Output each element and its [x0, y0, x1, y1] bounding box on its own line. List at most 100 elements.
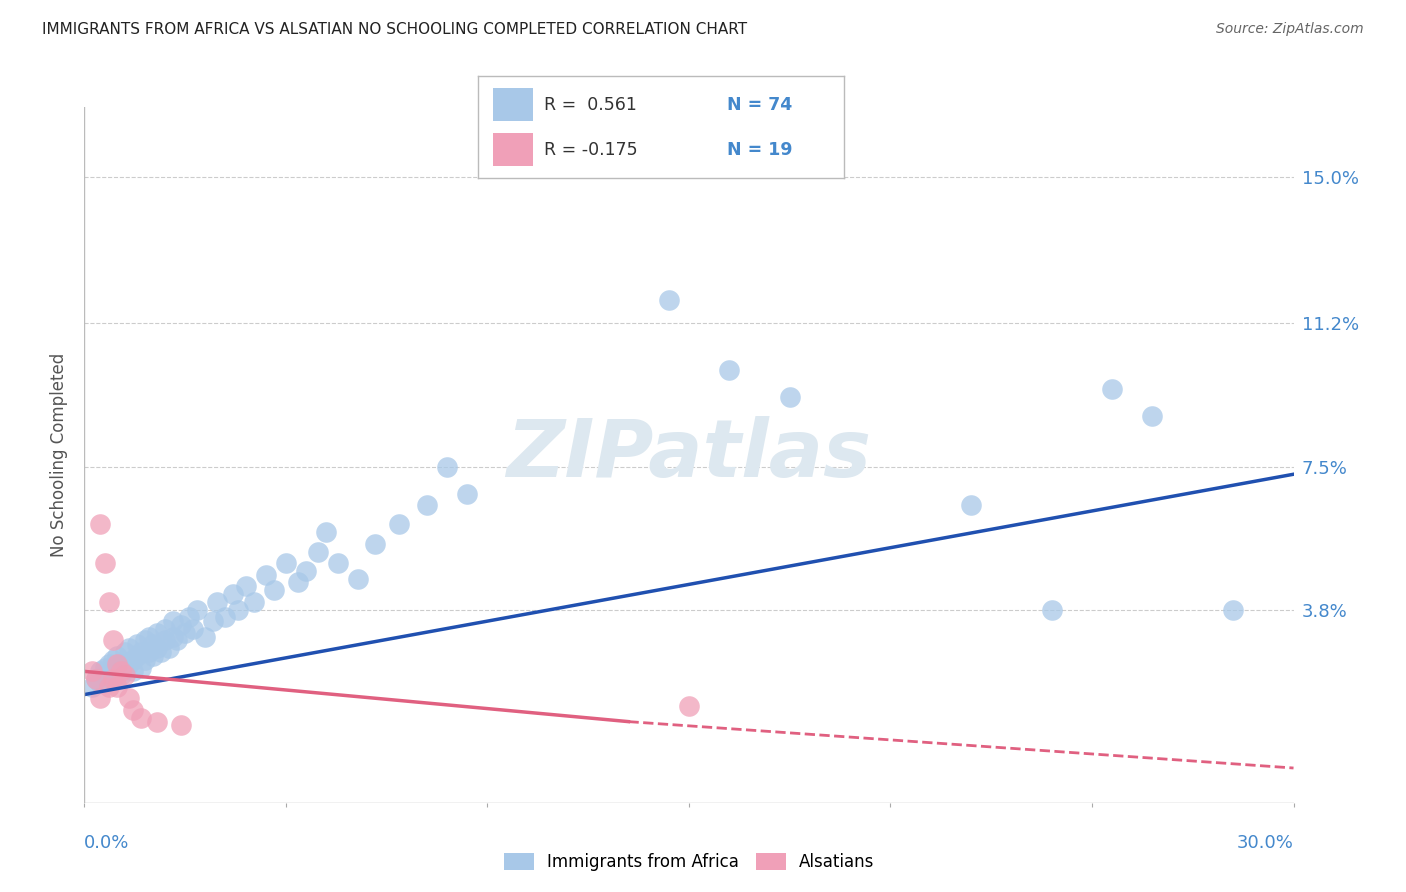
Point: [110, 668, 132, 682]
Text: IMMIGRANTS FROM AFRICA VS ALSATIAN NO SCHOOLING COMPLETED CORRELATION CHART: IMMIGRANTS FROM AFRICA VS ALSATIAN NO SC…: [42, 22, 748, 37]
Point: [170, 618, 193, 632]
Point: [114, 668, 136, 682]
Y-axis label: No Schooling Completed: No Schooling Completed: [51, 353, 69, 557]
Point: [254, 567, 277, 582]
Point: [146, 641, 169, 656]
Point: [105, 660, 128, 674]
Point: [1142, 409, 1164, 424]
Point: [142, 648, 165, 663]
Point: [114, 645, 136, 659]
Point: [89, 665, 111, 679]
Point: [89, 691, 111, 706]
Point: [235, 579, 257, 593]
Point: [162, 630, 184, 644]
Point: [86, 672, 108, 686]
Point: [146, 625, 169, 640]
Point: [153, 622, 176, 636]
Point: [93, 556, 115, 570]
Point: [142, 637, 165, 651]
Point: [101, 653, 124, 667]
Point: [114, 660, 136, 674]
Point: [89, 517, 111, 532]
Point: [157, 641, 180, 656]
Point: [97, 680, 120, 694]
Point: [93, 668, 115, 682]
Point: [347, 572, 370, 586]
Point: [202, 614, 225, 628]
Point: [146, 714, 169, 729]
Point: [118, 691, 141, 706]
Text: Source: ZipAtlas.com: Source: ZipAtlas.com: [1216, 22, 1364, 37]
Point: [388, 517, 411, 532]
Text: 30.0%: 30.0%: [1237, 834, 1294, 852]
Text: N = 19: N = 19: [727, 141, 792, 159]
Point: [110, 657, 132, 671]
Text: 0.0%: 0.0%: [84, 834, 129, 852]
Point: [194, 630, 217, 644]
Point: [134, 633, 156, 648]
Point: [416, 498, 439, 512]
Point: [287, 575, 309, 590]
Point: [162, 614, 184, 628]
Point: [214, 610, 236, 624]
Text: ZIPatlas: ZIPatlas: [506, 416, 872, 494]
Point: [121, 653, 143, 667]
Bar: [492, 133, 533, 166]
Point: [170, 718, 193, 732]
Point: [1040, 602, 1063, 616]
Point: [274, 556, 297, 570]
Point: [82, 680, 104, 694]
Point: [153, 633, 176, 648]
Point: [97, 657, 120, 671]
Point: [658, 293, 681, 308]
Point: [93, 660, 115, 674]
Point: [207, 595, 229, 609]
Bar: [492, 88, 533, 121]
Point: [1222, 602, 1244, 616]
Point: [174, 625, 197, 640]
Point: [110, 665, 132, 679]
Point: [101, 665, 124, 679]
Point: [186, 602, 208, 616]
Point: [363, 537, 385, 551]
Point: [118, 657, 141, 671]
Point: [328, 556, 350, 570]
Point: [134, 653, 156, 667]
Point: [129, 660, 152, 674]
Point: [718, 363, 741, 377]
Point: [101, 633, 124, 648]
Point: [315, 525, 337, 540]
Point: [678, 699, 700, 714]
Point: [166, 633, 188, 648]
Point: [138, 645, 160, 659]
Point: [1101, 382, 1123, 396]
Point: [125, 637, 148, 651]
Point: [82, 665, 104, 679]
Point: [121, 703, 143, 717]
Point: [97, 672, 120, 686]
Text: R =  0.561: R = 0.561: [544, 95, 637, 113]
Text: R = -0.175: R = -0.175: [544, 141, 637, 159]
Point: [89, 676, 111, 690]
Legend: Immigrants from Africa, Alsatians: Immigrants from Africa, Alsatians: [496, 847, 882, 878]
Point: [307, 544, 329, 558]
Point: [138, 630, 160, 644]
Point: [97, 595, 120, 609]
Point: [125, 648, 148, 663]
Point: [779, 390, 801, 404]
Point: [263, 583, 285, 598]
Point: [129, 711, 152, 725]
Point: [179, 610, 201, 624]
Point: [86, 672, 108, 686]
Point: [456, 486, 478, 500]
Point: [436, 459, 458, 474]
Point: [101, 672, 124, 686]
Point: [181, 622, 204, 636]
Text: N = 74: N = 74: [727, 95, 792, 113]
Point: [149, 645, 172, 659]
Point: [121, 665, 143, 679]
Point: [105, 657, 128, 671]
Point: [222, 587, 245, 601]
Point: [226, 602, 249, 616]
Point: [118, 641, 141, 656]
